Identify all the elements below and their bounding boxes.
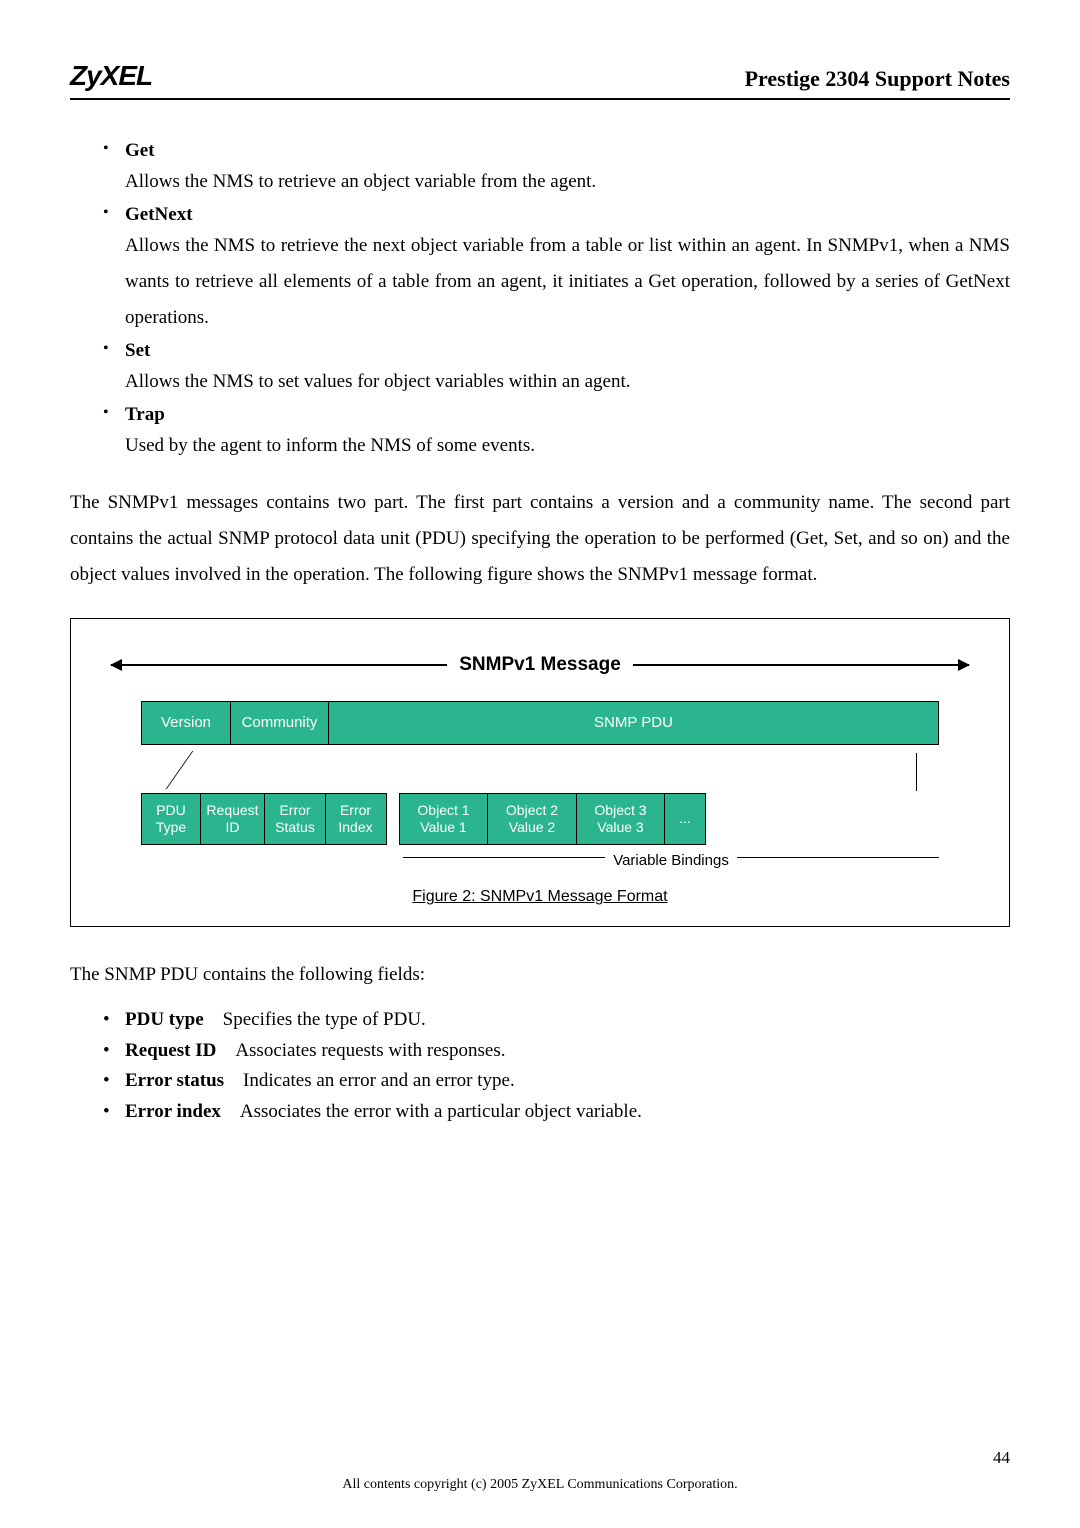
field-desc: Specifies the type of PDU. xyxy=(223,1009,426,1030)
field-name: Error index xyxy=(125,1101,221,1122)
field-name: Request ID xyxy=(125,1040,216,1061)
item-desc: Allows the NMS to set values for object … xyxy=(125,364,1010,400)
variable-bindings-row: Variable Bindings xyxy=(141,851,939,871)
item-title: GetNext xyxy=(125,204,1010,226)
pdu-fields-list: PDU type Specifies the type of PDU. Requ… xyxy=(70,1005,1010,1127)
list-item: PDU type Specifies the type of PDU. xyxy=(125,1005,1010,1035)
cell-community: Community xyxy=(230,701,330,745)
list-item: Error index Associates the error with a … xyxy=(125,1097,1010,1127)
list-item: Get Allows the NMS to retrieve an object… xyxy=(125,140,1010,200)
diagram-bottom-row: PDU Type Request ID Error Status Error I… xyxy=(141,793,939,845)
page-header: ZyXEL Prestige 2304 Support Notes xyxy=(70,60,1010,100)
cell-object3: Object 3 Value 3 xyxy=(576,793,666,845)
item-title: Trap xyxy=(125,404,1010,426)
field-desc: Indicates an error and an error type. xyxy=(243,1070,515,1091)
cell-version: Version xyxy=(141,701,231,745)
diagram-top-row: Version Community SNMP PDU xyxy=(141,701,939,745)
arrow-right-icon xyxy=(633,664,969,666)
cell-pdu-type: PDU Type xyxy=(141,793,201,845)
diagram-title-row: SNMPv1 Message xyxy=(111,654,969,676)
item-title: Set xyxy=(125,340,1010,362)
footer-copyright: All contents copyright (c) 2005 ZyXEL Co… xyxy=(0,1477,1080,1493)
field-name: PDU type xyxy=(125,1009,204,1030)
bracket-line-icon xyxy=(737,857,939,858)
cell-request-id: Request ID xyxy=(200,793,266,845)
field-name: Error status xyxy=(125,1070,224,1091)
paragraph: The SNMP PDU contains the following fiel… xyxy=(70,957,1010,993)
list-item: Request ID Associates requests with resp… xyxy=(125,1036,1010,1066)
variable-bindings-label: Variable Bindings xyxy=(605,851,737,871)
diagram-title: SNMPv1 Message xyxy=(447,654,633,676)
list-item: GetNext Allows the NMS to retrieve the n… xyxy=(125,204,1010,336)
arrow-left-icon xyxy=(111,664,447,666)
item-desc: Allows the NMS to retrieve an object var… xyxy=(125,164,1010,200)
list-item: Set Allows the NMS to set values for obj… xyxy=(125,340,1010,400)
cell-object2: Object 2 Value 2 xyxy=(487,793,577,845)
page: ZyXEL Prestige 2304 Support Notes Get Al… xyxy=(0,0,1080,1528)
cell-error-status: Error Status xyxy=(264,793,326,845)
cell-snmp-pdu: SNMP PDU xyxy=(328,701,939,745)
list-item: Trap Used by the agent to inform the NMS… xyxy=(125,404,1010,464)
expand-lines-icon xyxy=(141,753,939,793)
page-number: 44 xyxy=(993,1448,1010,1468)
figure-caption: Figure 2: SNMPv1 Message Format xyxy=(111,888,969,906)
operations-list: Get Allows the NMS to retrieve an object… xyxy=(70,140,1010,465)
logo: ZyXEL xyxy=(70,60,152,92)
gap xyxy=(387,793,399,845)
snmp-message-diagram: SNMPv1 Message Version Community SNMP PD… xyxy=(70,618,1010,928)
bracket-line-icon xyxy=(403,857,605,858)
item-desc: Used by the agent to inform the NMS of s… xyxy=(125,428,1010,464)
cell-ellipsis: ... xyxy=(664,793,706,845)
item-title: Get xyxy=(125,140,1010,162)
header-title: Prestige 2304 Support Notes xyxy=(745,66,1010,92)
field-desc: Associates the error with a particular o… xyxy=(240,1101,642,1122)
field-desc: Associates requests with responses. xyxy=(235,1040,505,1061)
item-desc: Allows the NMS to retrieve the next obje… xyxy=(125,228,1010,336)
list-item: Error status Indicates an error and an e… xyxy=(125,1066,1010,1096)
cell-object1: Object 1 Value 1 xyxy=(399,793,489,845)
paragraph: The SNMPv1 messages contains two part. T… xyxy=(70,485,1010,593)
cell-error-index: Error Index xyxy=(325,793,387,845)
